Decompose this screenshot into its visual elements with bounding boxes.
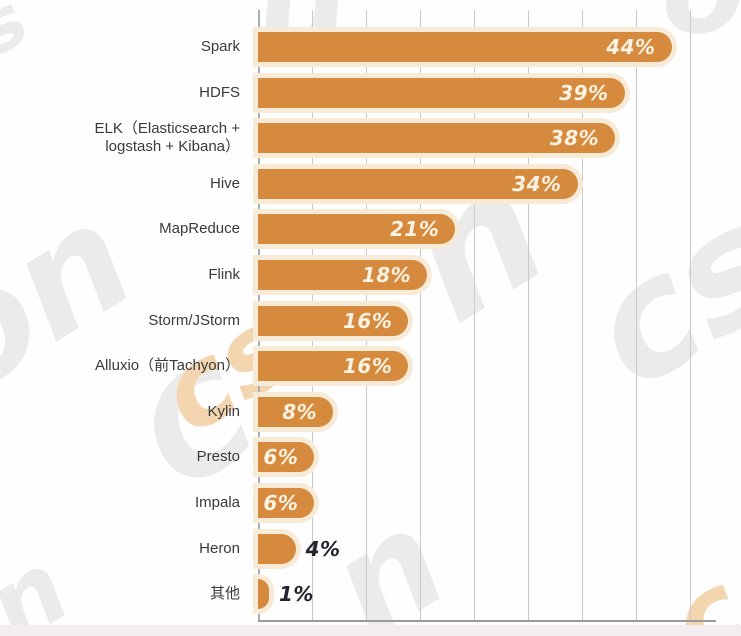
x-gridline [582, 10, 583, 620]
bar-row: HDFS 39% [0, 70, 741, 116]
bar-row: Alluxio（前Tachyon） 16% [0, 343, 741, 389]
bar: 6% [258, 487, 315, 518]
x-axis-line [258, 620, 716, 622]
value-label: 38% [549, 126, 600, 151]
bar [258, 579, 269, 610]
value-label: 4% [305, 536, 341, 561]
bar [258, 533, 296, 564]
value-label: 39% [559, 80, 609, 105]
bar: 16% [258, 305, 409, 336]
bar-row: MapReduce 21% [0, 207, 741, 253]
category-label: Heron [199, 539, 240, 557]
category-label: Hive [209, 174, 240, 192]
category-label: Alluxio（前Tachyon） [94, 357, 240, 375]
value-label: 34% [512, 171, 562, 196]
bar: 38% [258, 123, 616, 154]
value-label: 16% [343, 308, 393, 333]
x-gridline [636, 10, 637, 620]
category-label: Impala [194, 493, 240, 511]
category-label: Flink [208, 265, 240, 283]
category-label: ELK（Elasticsearch + logstash + Kibana） [94, 120, 240, 156]
value-label: 6% [263, 445, 299, 470]
value-label: 21% [390, 217, 440, 242]
x-gridline [420, 10, 421, 620]
bar: 8% [258, 396, 334, 427]
bar: 44% [258, 31, 672, 62]
bar-row: 其他 1% [0, 571, 741, 617]
bar: 21% [258, 214, 456, 245]
bar-row: Spark 44% [0, 24, 741, 70]
value-label: 6% [263, 490, 299, 515]
bar-row: Flink 18% [0, 252, 741, 298]
category-label: MapReduce [159, 220, 240, 238]
bar: 6% [258, 442, 315, 473]
x-gridline [528, 10, 529, 620]
bottom-margin-strip [0, 625, 741, 636]
x-gridline [474, 10, 475, 620]
category-label: Presto [196, 448, 240, 466]
bar-row: Impala 6% [0, 480, 741, 526]
category-label: Spark [200, 37, 240, 55]
bar-row: Heron 4% [0, 526, 741, 572]
category-label: HDFS [199, 83, 240, 101]
category-label: 其他 [209, 585, 240, 603]
bar-row: ELK（Elasticsearch + logstash + Kibana） 38… [0, 115, 741, 161]
bar-row: Storm/JStorm 16% [0, 298, 741, 344]
bar: 39% [258, 77, 625, 108]
bar: 34% [258, 168, 578, 199]
value-label: 18% [361, 262, 412, 287]
category-label: Storm/JStorm [148, 311, 240, 329]
bar-row: Kylin 8% [0, 389, 741, 435]
bar: 18% [258, 259, 428, 290]
bar-row: Presto 6% [0, 435, 741, 481]
value-label: 8% [282, 399, 318, 424]
csdn-watermark-fragment: o [662, 0, 741, 52]
value-label: 44% [606, 34, 656, 59]
category-label: Kylin [207, 402, 240, 420]
value-label: 1% [279, 582, 314, 607]
bar-row: Hive 34% [0, 161, 741, 207]
bar: 16% [258, 351, 409, 382]
x-gridline [690, 10, 691, 620]
value-label: 16% [343, 354, 393, 379]
